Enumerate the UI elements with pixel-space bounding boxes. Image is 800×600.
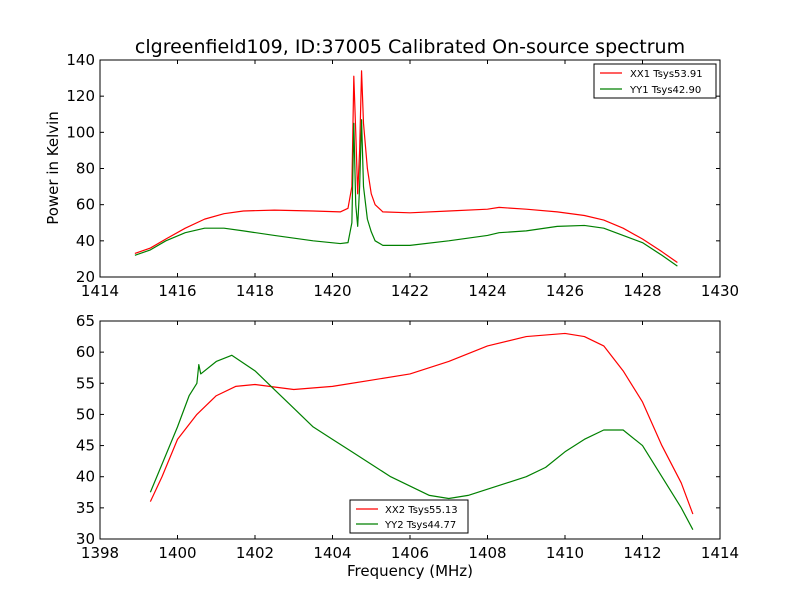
top-y-tick-label: 60 (76, 196, 95, 214)
bottom-y-tick-label: 40 (76, 468, 95, 486)
top-chart-ticks: 1414 1416 1418 1420 1422 1424 1426 1428 1430 20 40… (66, 51, 739, 300)
top-x-tick-label: 1424 (468, 282, 506, 300)
top-legend-label-yy1: YY1 Tsys42.90 (629, 85, 701, 96)
bottom-y-tick-label: 65 (76, 312, 95, 330)
bottom-legend-box (349, 499, 469, 534)
bottom-x-tick-label: 1406 (391, 544, 429, 562)
bottom-x-tick-label: 1410 (546, 544, 584, 562)
bottom-y-tick-label: 55 (76, 374, 95, 392)
top-y-tick-label: 100 (66, 123, 95, 141)
top-x-tick-label: 1414 (81, 282, 119, 300)
bottom-x-tick-label: 1412 (623, 544, 661, 562)
top-y-tick-label: 80 (76, 160, 95, 178)
top-chart-series-group (134, 70, 678, 267)
bottom-y-tick-label: 30 (76, 530, 95, 548)
bottom-chart: Frequency (MHz) 1398 1400 1402 1404 1406 1408… (76, 312, 739, 580)
bottom-series-line-1 (149, 354, 694, 530)
bottom-y-tick-label: 50 (76, 405, 95, 423)
top-series-line-1 (134, 119, 678, 267)
bottom-chart-legend: XX2 Tsys55.13 YY2 Tsys44.77 (349, 499, 469, 534)
bottom-chart-series-group (149, 332, 694, 530)
bottom-y-tick-label: 45 (76, 437, 95, 455)
top-series-line-0 (134, 70, 678, 264)
top-legend-box (593, 63, 717, 99)
bottom-legend-label-xx2: XX2 Tsys55.13 (385, 505, 458, 516)
bottom-chart-x-axis-label: Frequency (MHz) (347, 562, 473, 580)
bottom-x-tick-label: 1408 (468, 544, 506, 562)
bottom-y-tick-label: 60 (76, 343, 95, 361)
top-x-tick-label: 1420 (313, 282, 351, 300)
top-legend-label-xx1: XX1 Tsys53.91 (630, 69, 703, 80)
top-chart: clgreenfield109, ID:37005 Calibrated On-… (44, 36, 739, 300)
bottom-x-tick-label: 1402 (236, 544, 274, 562)
bottom-x-tick-label: 1400 (158, 544, 196, 562)
top-y-tick-label: 40 (76, 232, 95, 250)
top-y-tick-label: 140 (66, 51, 95, 69)
top-x-tick-label: 1430 (701, 282, 739, 300)
top-x-tick-label: 1418 (236, 282, 274, 300)
bottom-chart-ticks: 1398 1400 1402 1404 1406 1408 1410 1412 1414 30 35… (76, 312, 739, 562)
bottom-x-tick-label: 1404 (313, 544, 351, 562)
top-x-tick-label: 1426 (546, 282, 584, 300)
top-x-tick-label: 1428 (623, 282, 661, 300)
top-chart-legend: XX1 Tsys53.91 YY1 Tsys42.90 (593, 63, 717, 99)
bottom-legend-label-yy2: YY2 Tsys44.77 (384, 520, 456, 531)
bottom-x-tick-label: 1414 (701, 544, 739, 562)
top-x-tick-label: 1422 (391, 282, 429, 300)
top-chart-y-axis-label: Power in Kelvin (44, 111, 62, 225)
top-x-tick-label: 1416 (158, 282, 196, 300)
bottom-y-tick-label: 35 (76, 499, 95, 517)
top-y-tick-label: 120 (66, 87, 95, 105)
top-y-tick-label: 20 (76, 268, 95, 286)
bottom-series-line-0 (149, 332, 694, 515)
bottom-x-tick-label: 1398 (81, 544, 119, 562)
top-chart-title: clgreenfield109, ID:37005 Calibrated On-… (135, 36, 685, 58)
